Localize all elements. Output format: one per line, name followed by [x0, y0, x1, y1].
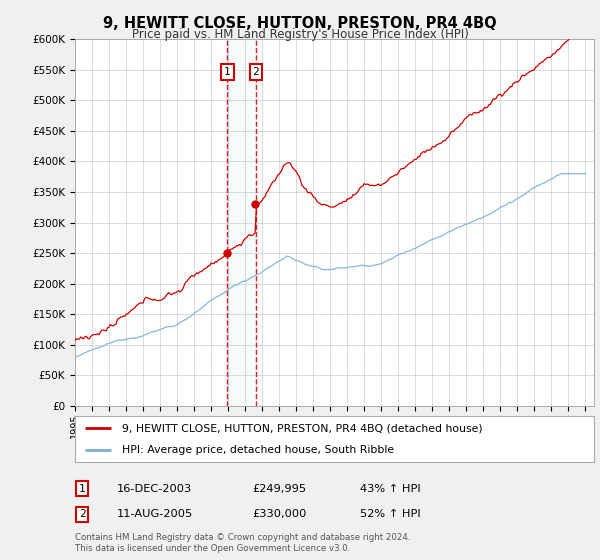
- Text: 9, HEWITT CLOSE, HUTTON, PRESTON, PR4 4BQ (detached house): 9, HEWITT CLOSE, HUTTON, PRESTON, PR4 4B…: [122, 423, 482, 433]
- Text: 2: 2: [253, 67, 259, 77]
- Text: This data is licensed under the Open Government Licence v3.0.: This data is licensed under the Open Gov…: [75, 544, 350, 553]
- Text: £249,995: £249,995: [252, 484, 306, 494]
- Bar: [227, 39, 256, 406]
- Text: 52% ↑ HPI: 52% ↑ HPI: [360, 509, 421, 519]
- Text: 43% ↑ HPI: 43% ↑ HPI: [360, 484, 421, 494]
- Text: 1: 1: [79, 484, 86, 494]
- Text: 1: 1: [224, 67, 231, 77]
- Text: Price paid vs. HM Land Registry's House Price Index (HPI): Price paid vs. HM Land Registry's House …: [131, 28, 469, 41]
- Text: Contains HM Land Registry data © Crown copyright and database right 2024.: Contains HM Land Registry data © Crown c…: [75, 533, 410, 542]
- Text: £330,000: £330,000: [252, 509, 307, 519]
- Text: 16-DEC-2003: 16-DEC-2003: [117, 484, 192, 494]
- Text: HPI: Average price, detached house, South Ribble: HPI: Average price, detached house, Sout…: [122, 445, 394, 455]
- Text: 11-AUG-2005: 11-AUG-2005: [117, 509, 193, 519]
- Text: 2: 2: [79, 509, 86, 519]
- Text: 9, HEWITT CLOSE, HUTTON, PRESTON, PR4 4BQ: 9, HEWITT CLOSE, HUTTON, PRESTON, PR4 4B…: [103, 16, 497, 31]
